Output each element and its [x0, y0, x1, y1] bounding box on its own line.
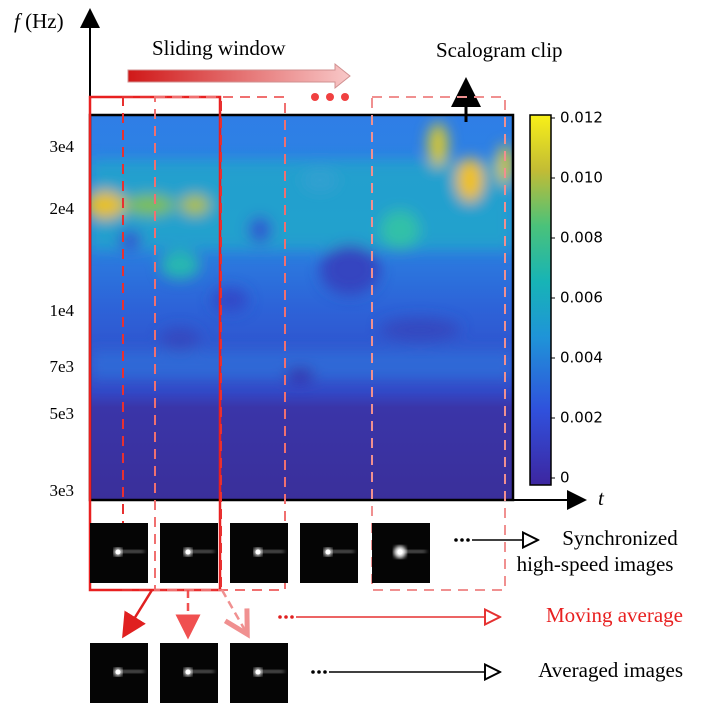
y-tick-label: 5e3 — [49, 404, 74, 423]
scalogram-clip-label: Scalogram clip — [436, 38, 563, 62]
colorbar — [529, 114, 552, 486]
spot — [325, 549, 331, 555]
synchronized-label: high-speed images — [517, 552, 674, 576]
streak — [258, 550, 284, 553]
colorbar-tick-label: 0.006 — [560, 289, 603, 307]
colorbar-tick-label: 0.008 — [560, 229, 603, 247]
arrow — [122, 589, 154, 639]
x-axis-label: t — [598, 486, 605, 510]
colorbar-tick-label: 0.004 — [560, 349, 603, 367]
y-tick-label: 2e4 — [49, 199, 74, 218]
y-tick-label: 3e3 — [49, 481, 74, 500]
spot — [255, 549, 261, 555]
sliding-arrow — [127, 62, 351, 90]
streak — [328, 550, 354, 553]
spot — [255, 669, 261, 675]
colorbar-tick-label: 0.012 — [560, 109, 603, 127]
streak — [118, 550, 144, 553]
scalogram — [90, 115, 513, 500]
synchronized-label: Synchronized — [562, 526, 678, 550]
colorbar-tick-label: 0.010 — [560, 169, 603, 187]
spot — [185, 549, 191, 555]
streak — [188, 550, 214, 553]
spot — [185, 669, 191, 675]
colorbar-tick-label: 0.002 — [560, 409, 603, 427]
window-box — [122, 96, 222, 591]
spot — [115, 669, 121, 675]
streak — [188, 670, 214, 673]
window-box — [154, 96, 286, 591]
y-tick-label: 7e3 — [49, 357, 74, 376]
streak — [400, 550, 426, 553]
spot — [397, 549, 403, 555]
streak — [258, 670, 284, 673]
y-axis-label: f (Hz) — [14, 9, 64, 33]
sliding-window-label: Sliding window — [152, 36, 286, 60]
ellipsis — [311, 538, 470, 674]
spot — [115, 549, 121, 555]
arrow — [220, 589, 246, 632]
y-tick-label: 3e4 — [49, 137, 74, 156]
moving-average-label: Moving average — [546, 603, 683, 627]
ellipsis — [311, 93, 349, 101]
streak — [118, 670, 144, 673]
y-tick-label: 1e4 — [49, 301, 74, 320]
ellipsis — [278, 615, 294, 619]
window-box — [371, 96, 506, 591]
colorbar-tick-label: 0 — [560, 469, 570, 487]
averaged-label: Averaged images — [538, 658, 683, 682]
